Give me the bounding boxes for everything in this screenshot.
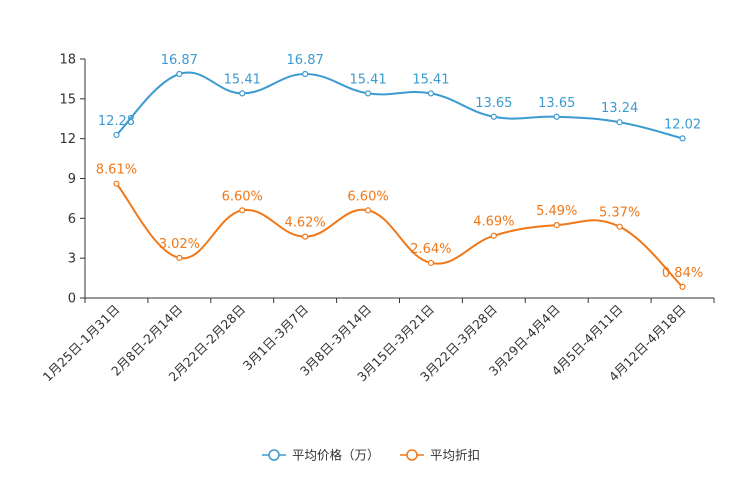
- data-point: [616, 223, 623, 230]
- data-label: 12.28: [98, 114, 135, 129]
- data-point: [427, 259, 435, 267]
- data-label: 16.87: [287, 53, 324, 68]
- data-label: 13.65: [475, 96, 512, 111]
- data-point: [490, 232, 497, 239]
- data-point: [553, 113, 560, 120]
- data-label: 5.49%: [536, 204, 577, 219]
- data-point: [553, 222, 560, 229]
- legend-label: 平均价格（万）: [292, 448, 380, 463]
- legend-item-2: 平均折扣: [400, 448, 480, 463]
- x-tick-label: 1月25日-1月31日: [40, 302, 123, 385]
- y-tick-label: 15: [59, 92, 76, 107]
- y-tick-label: 9: [68, 172, 76, 187]
- data-label: 15.41: [224, 72, 261, 87]
- data-point: [113, 180, 120, 187]
- legend-marker: [406, 449, 418, 461]
- data-label: 5.37%: [599, 206, 640, 221]
- data-label: 13.24: [601, 101, 638, 116]
- series-line: [115, 71, 683, 140]
- series-line: [115, 183, 684, 288]
- x-tick-label: 3月1日-3月7日: [240, 302, 312, 374]
- data-label: 3.02%: [159, 237, 200, 252]
- data-label: 8.61%: [96, 163, 137, 178]
- data-label: 16.87: [161, 53, 198, 68]
- data-point: [679, 135, 686, 142]
- y-tick-label: 6: [68, 212, 76, 227]
- y-tick-label: 12: [59, 132, 76, 147]
- data-point: [364, 90, 372, 97]
- y-tick-label: 3: [68, 252, 76, 267]
- data-label: 6.60%: [222, 189, 263, 204]
- data-point: [113, 131, 120, 139]
- data-point: [679, 283, 686, 290]
- data-point: [176, 254, 183, 262]
- data-label: 4.62%: [284, 216, 325, 231]
- legend-label: 平均折扣: [430, 448, 480, 463]
- y-tick-label: 18: [59, 53, 76, 68]
- legend-item-1: 平均价格（万）: [262, 448, 380, 463]
- series-2: 8.61% 3.02% 6.60% 4.62% 6.60% 2.64% 4.69% 5.49%…: [96, 163, 703, 290]
- data-point: [490, 113, 497, 120]
- data-point: [176, 70, 183, 78]
- data-label: 15.41: [412, 72, 449, 87]
- data-label: 13.65: [538, 96, 575, 111]
- data-point: [616, 119, 623, 126]
- data-label: 15.41: [349, 72, 386, 87]
- data-point: [302, 233, 309, 240]
- legend-marker: [268, 449, 280, 461]
- data-point: [364, 207, 372, 214]
- data-label: 6.60%: [347, 189, 388, 204]
- data-label: 0.84%: [662, 266, 703, 281]
- data-point: [427, 90, 435, 97]
- data-point: [239, 207, 246, 214]
- data-point: [239, 90, 246, 97]
- data-point: [302, 70, 309, 78]
- data-label: 2.64%: [410, 242, 451, 257]
- series-1: 12.28 16.87 15.41 16.87 15.41 15.41 13.65 13.65…: [98, 53, 701, 142]
- legend: 平均价格（万） 平均折扣: [262, 448, 480, 463]
- data-label: 4.69%: [473, 215, 514, 230]
- data-label: 12.02: [664, 117, 701, 132]
- y-tick-label: 0: [68, 292, 76, 307]
